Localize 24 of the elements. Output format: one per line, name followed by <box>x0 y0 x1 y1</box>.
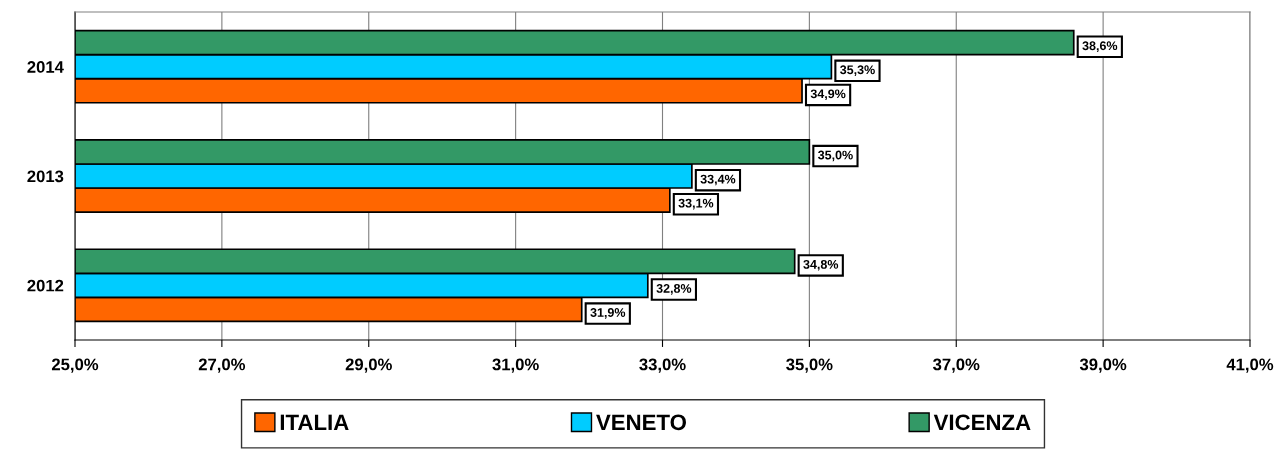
x-tick-label: 25,0% <box>51 358 99 373</box>
data-label: 35,3% <box>840 65 875 76</box>
x-tick-label: 29,0% <box>345 358 392 373</box>
legend-label: ITALIA <box>280 414 349 430</box>
legend-label: VENETO <box>596 414 686 431</box>
x-tick-label: 35,0% <box>786 358 833 373</box>
data-label: 34,9% <box>810 89 846 101</box>
data-label: 38,6% <box>1082 41 1118 52</box>
data-label: 35,0% <box>818 150 853 162</box>
legend-label: VICENZA <box>933 414 1031 431</box>
data-label: 34,8% <box>803 259 839 271</box>
x-tick-label: 27,0% <box>198 358 246 373</box>
x-tick-label: 39,0% <box>1079 358 1127 373</box>
data-label: 32,8% <box>656 284 692 295</box>
x-tick-label: 37,0% <box>933 358 980 373</box>
y-tick-label: 2014 <box>27 61 64 73</box>
x-tick-label: 33,0% <box>639 358 686 373</box>
y-tick-label: 2013 <box>27 170 64 183</box>
data-label: 33,4% <box>700 174 736 186</box>
data-label: 31,9% <box>590 308 626 319</box>
y-tick-label: 2012 <box>27 279 64 292</box>
x-tick-label: 31,0% <box>492 358 539 373</box>
data-label: 33,1% <box>678 198 714 210</box>
x-tick-label: 41,0% <box>1226 358 1274 373</box>
